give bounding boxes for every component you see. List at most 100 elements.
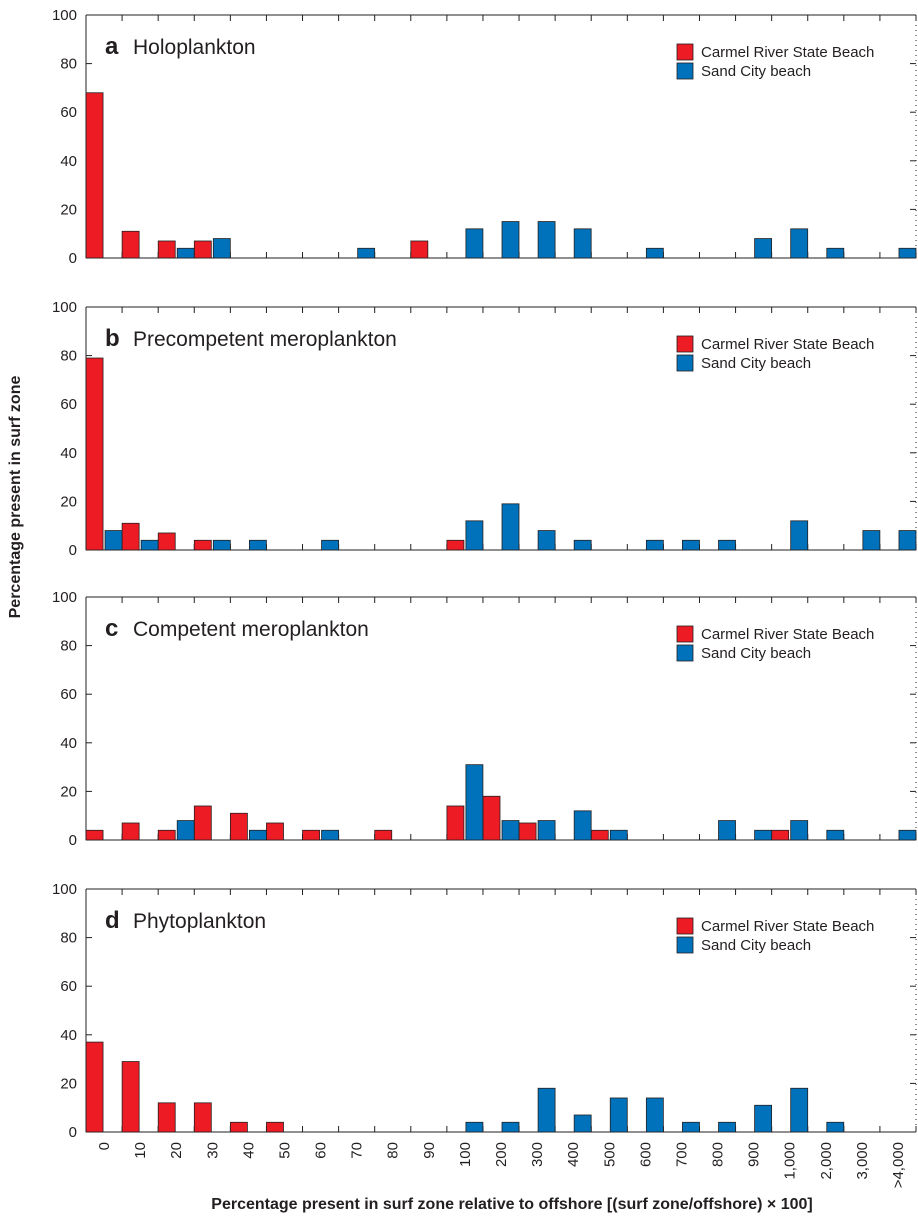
bar-sand-city-600 xyxy=(645,1097,664,1133)
x-tick-label: 100 xyxy=(457,1142,474,1167)
legend-label: Sand City beach xyxy=(701,645,811,662)
bar-sand-city-400 xyxy=(573,539,592,551)
bar-sand-city-1,000 xyxy=(790,820,809,841)
legend-swatch xyxy=(676,354,694,372)
bar-carmel-10 xyxy=(121,1061,140,1133)
bar-sand-city-1,000 xyxy=(790,228,809,259)
x-tick-label: 200 xyxy=(493,1142,510,1167)
bar-sand-city-2,000 xyxy=(826,829,845,841)
bar-sand-city-100 xyxy=(465,1121,484,1133)
y-tick-label: 80 xyxy=(60,348,77,365)
y-tick-label: 80 xyxy=(60,638,77,655)
bar-sand-city-800 xyxy=(718,1121,736,1133)
y-tick-label: 60 xyxy=(60,396,77,413)
bar-carmel-100 xyxy=(446,539,465,551)
bar-carmel-300 xyxy=(518,822,537,841)
x-tick-label: >4,000 xyxy=(890,1142,907,1188)
bar-carmel-30 xyxy=(193,805,212,841)
bar-sand-city-800 xyxy=(718,820,736,841)
bar-carmel-200 xyxy=(482,795,501,841)
legend-swatch xyxy=(676,936,694,954)
y-tick-label: 80 xyxy=(60,930,77,947)
x-tick-label: 10 xyxy=(132,1142,149,1159)
bar-sand-city->4,000 xyxy=(898,530,917,551)
bar-sand-city-300 xyxy=(537,1087,556,1133)
bar-carmel-0 xyxy=(85,829,104,841)
y-tick-label: 100 xyxy=(52,589,77,606)
bar-carmel-100 xyxy=(446,805,465,841)
x-tick-label: 0 xyxy=(96,1142,113,1150)
y-tick-label: 100 xyxy=(52,299,77,316)
x-tick-label: 30 xyxy=(204,1142,221,1159)
y-tick-label: 20 xyxy=(60,201,77,218)
y-tick-label: 20 xyxy=(60,1075,77,1092)
x-tick-label: 700 xyxy=(673,1142,690,1167)
bar-sand-city->4,000 xyxy=(898,247,917,259)
bar-carmel-50 xyxy=(266,1121,284,1133)
x-tick-label: 800 xyxy=(710,1142,727,1167)
bar-sand-city-500 xyxy=(609,1097,628,1133)
legend-label: Sand City beach xyxy=(701,63,811,80)
panel-title: Precompetent meroplankton xyxy=(133,328,397,351)
bar-sand-city-200 xyxy=(501,1121,520,1133)
bar-sand-city-400 xyxy=(573,810,592,841)
bar-carmel-0 xyxy=(85,92,104,259)
y-tick-label: 40 xyxy=(60,1027,77,1044)
bar-carmel-1,000 xyxy=(771,829,790,841)
x-tick-label: 1,000 xyxy=(782,1142,799,1180)
panel-letter: d xyxy=(105,907,120,934)
bar-sand-city-10 xyxy=(140,539,159,551)
x-tick-label: 600 xyxy=(637,1142,654,1167)
bar-sand-city-100 xyxy=(465,228,484,259)
bar-carmel-10 xyxy=(121,822,140,841)
bar-carmel-20 xyxy=(157,240,176,259)
bar-carmel-30 xyxy=(193,240,212,259)
bar-sand-city-300 xyxy=(537,530,556,551)
x-tick-label: 900 xyxy=(746,1142,763,1167)
y-tick-label: 60 xyxy=(60,978,77,995)
bar-sand-city-300 xyxy=(537,820,556,841)
bar-carmel-10 xyxy=(121,230,140,259)
bar-sand-city-1,000 xyxy=(790,1087,809,1133)
y-tick-label: 40 xyxy=(60,153,77,170)
x-tick-label: 80 xyxy=(385,1142,402,1159)
y-tick-label: 100 xyxy=(52,881,77,898)
panel-c: 0 20 40 60 80 100 c Competent meroplankton Carme… xyxy=(52,589,917,849)
bar-sand-city-400 xyxy=(573,1114,592,1133)
legend-label: Carmel River State Beach xyxy=(701,918,874,935)
legend-label: Sand City beach xyxy=(701,937,811,954)
legend-swatch xyxy=(676,625,694,643)
bar-carmel-20 xyxy=(157,829,176,841)
y-tick-label: 0 xyxy=(69,832,77,849)
panel-d: 0 20 40 60 80 100 d Phytoplankton Carmel River S… xyxy=(52,881,917,1188)
legend-label: Carmel River State Beach xyxy=(701,336,874,353)
bar-sand-city-30 xyxy=(212,539,231,551)
y-tick-label: 40 xyxy=(60,735,77,752)
x-axis-title: Percentage present in surf zone relative… xyxy=(211,1196,812,1213)
bar-carmel-0 xyxy=(85,1041,104,1133)
x-tick-label: 3,000 xyxy=(854,1142,871,1180)
bar-sand-city-400 xyxy=(573,228,592,259)
bar-sand-city-700 xyxy=(682,539,700,551)
bar-sand-city-300 xyxy=(537,221,556,259)
bar-sand-city-500 xyxy=(609,829,628,841)
x-tick-label: 300 xyxy=(529,1142,546,1167)
legend-swatch xyxy=(676,43,694,61)
bar-sand-city-600 xyxy=(645,247,664,259)
bar-sand-city-600 xyxy=(645,539,664,551)
bar-sand-city-30 xyxy=(212,238,231,259)
bar-carmel-50 xyxy=(266,822,284,841)
panel-title: Phytoplankton xyxy=(133,910,266,933)
panel-letter: c xyxy=(105,615,118,642)
bar-carmel-20 xyxy=(157,532,176,551)
bar-sand-city-200 xyxy=(501,503,520,551)
x-tick-label: 500 xyxy=(601,1142,618,1167)
y-axis-title: Percentage present in surf zone xyxy=(7,376,24,619)
panel-letter: b xyxy=(105,325,120,352)
x-tick-label: 90 xyxy=(421,1142,438,1159)
x-tick-label: 40 xyxy=(240,1142,257,1159)
bar-sand-city-3,000 xyxy=(862,530,881,551)
bar-sand-city-40 xyxy=(248,829,267,841)
